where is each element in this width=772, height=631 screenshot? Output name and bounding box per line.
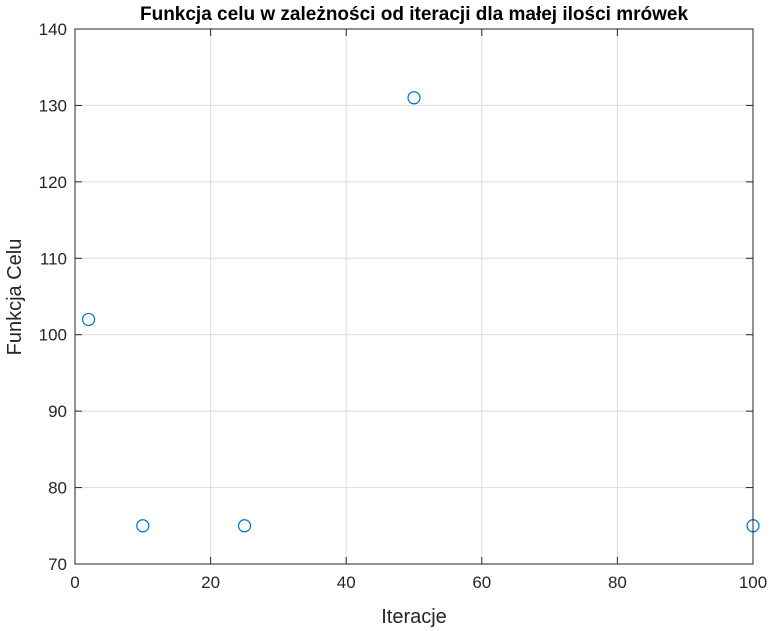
grid — [75, 29, 753, 564]
data-point — [407, 91, 421, 105]
data-point — [136, 519, 150, 533]
x-tick-label: 0 — [70, 573, 79, 592]
x-tick-labels: 0 20 40 60 80 100 — [70, 573, 767, 592]
x-tick-label: 100 — [739, 573, 767, 592]
axis-ticks — [74, 28, 754, 565]
y-tick-label: 140 — [39, 20, 67, 39]
plot-area-border — [74, 28, 754, 565]
y-tick-label: 100 — [39, 326, 67, 345]
chart-title: Funkcja celu w zależności od iteracji dl… — [140, 4, 688, 25]
y-tick-label: 130 — [39, 96, 67, 115]
y-tick-label: 70 — [48, 555, 67, 574]
y-axis-label: Funkcja Celu — [4, 239, 26, 356]
x-tick-label: 40 — [337, 573, 356, 592]
y-tick-label: 80 — [48, 479, 67, 498]
data-point — [237, 519, 252, 533]
x-axis-label: Iteracje — [381, 606, 447, 628]
y-tick-label: 90 — [48, 402, 67, 421]
y-tick-labels: 70 80 90 100 110 120 130 140 — [39, 20, 67, 574]
y-tick-label: 120 — [39, 173, 67, 192]
scatter-points — [81, 91, 760, 533]
data-point — [81, 312, 96, 327]
x-tick-label: 20 — [201, 573, 220, 592]
x-tick-label: 60 — [472, 573, 491, 592]
y-tick-label: 110 — [40, 249, 67, 268]
x-tick-label: 80 — [608, 573, 627, 592]
